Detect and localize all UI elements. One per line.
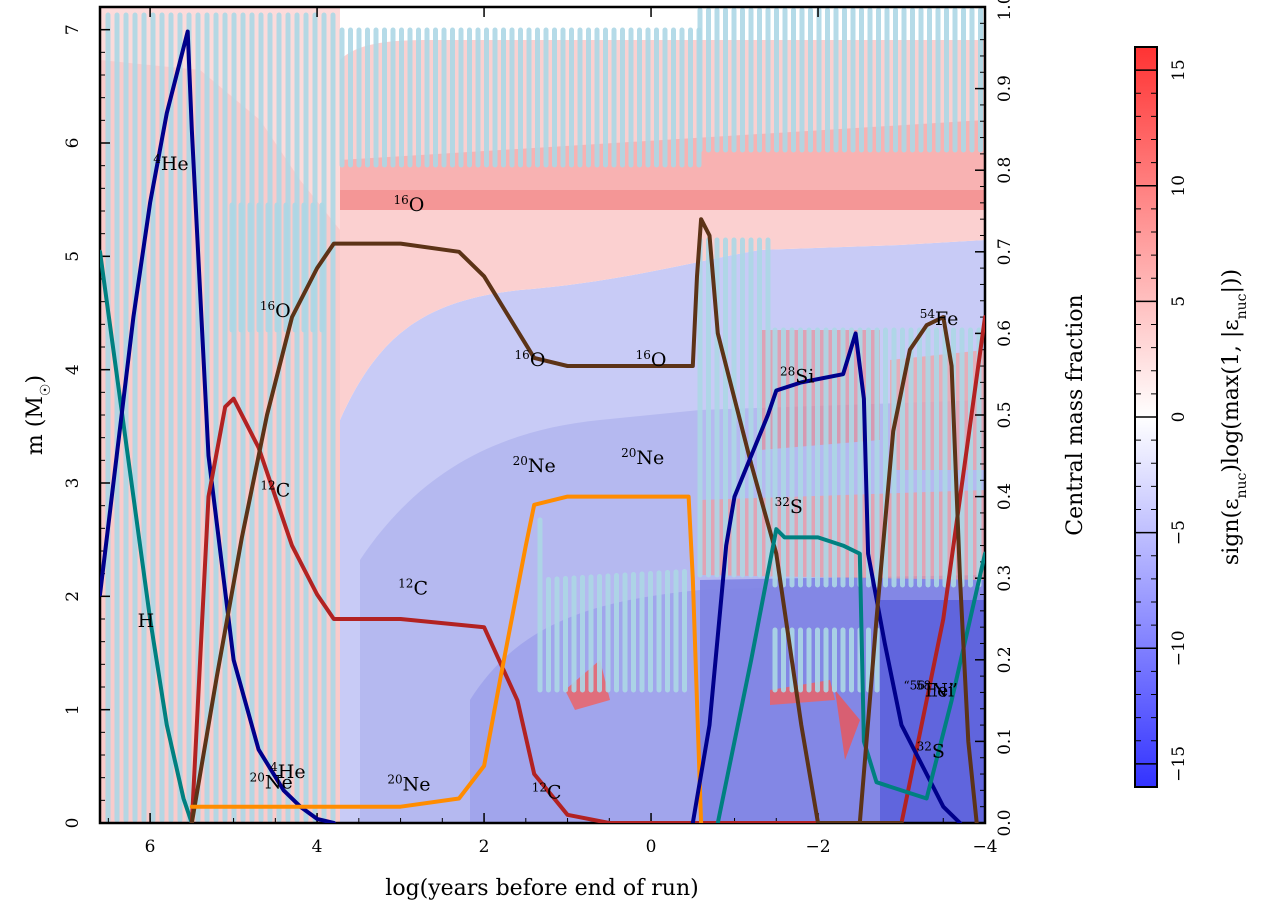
isotope-label: 20Ne (387, 772, 430, 795)
isotope-label: 20Ne (250, 771, 293, 794)
colorbar-tick-label: 5 (1169, 296, 1189, 307)
y-left-tick-label: 4 (63, 364, 83, 375)
y-left-tick-label: 6 (63, 138, 83, 149)
colorbar-tick-label: −10 (1169, 630, 1189, 666)
series-line-ne20 (189, 494, 704, 823)
x-tick-label: 6 (145, 837, 156, 857)
y-right-tick-label: 0.0 (995, 809, 1015, 836)
y-left-tick-label: 3 (63, 478, 83, 489)
x-tick-label: 0 (646, 837, 657, 857)
isotope-label: 4He (153, 152, 188, 175)
colorbar-tick-label: 10 (1169, 175, 1189, 197)
x-tick-label: −2 (805, 837, 830, 857)
series-line-o16 (189, 217, 904, 823)
series-line-si28 (690, 331, 962, 823)
x-axis-ticks: 6 4 2 0 −2 −4 (107, 7, 998, 857)
isotope-label: 28Si (780, 364, 814, 387)
isotope-label: 12C (532, 781, 562, 804)
series-line-fe54 (857, 315, 979, 823)
colorbar-ticks: −15 −10 −5 0 5 10 15 (1135, 46, 1189, 788)
y-right-tick-label: 0.8 (995, 157, 1015, 184)
isotope-label: 54Fe (920, 307, 959, 330)
isotope-label: 4He (270, 760, 305, 783)
x-tick-label: 2 (479, 837, 490, 857)
isotope-label: 58Ni (916, 679, 954, 702)
y-left-tick-label: 1 (63, 704, 83, 715)
isotope-label: 32S (917, 740, 945, 763)
y-right-tick-label: 0.6 (995, 320, 1015, 347)
isotope-label: 32S (775, 495, 803, 518)
isotope-label: 16O (260, 299, 291, 322)
y-left-tick-label: 2 (63, 591, 83, 602)
isotope-label: 16O (636, 348, 667, 371)
isotope-labels: 4He 16O 12C 16O 12C 16O 16O 20Ne 20Ne 20Ne 12C H 4He… (138, 152, 959, 803)
isotope-label: 16O (393, 193, 424, 216)
y-right-tick-label: 0.4 (995, 483, 1015, 510)
colorbar-tick-label: −15 (1169, 746, 1189, 782)
y-right-tick-label: 0.5 (995, 401, 1015, 428)
series-line-c12 (189, 315, 985, 823)
isotope-label: 12C (398, 577, 428, 600)
y-left-tick-label: 7 (63, 24, 83, 35)
y-right-tick-label: 0.2 (995, 646, 1015, 673)
colorbar: −15 −10 −5 0 5 10 15 sign(εnuc)log(max(1, |εnu… (1134, 46, 1250, 788)
y-right-axis-ticks: 0.0 0.1 0.2 0.3 0.4 0.5 0.6 0.7 0.8 0.9 1.0 (975, 0, 1015, 837)
y-right-tick-label: 1.0 (995, 0, 1015, 21)
y-right-tick-label: 0.9 (995, 75, 1015, 102)
abundance-curves (100, 29, 985, 823)
colorbar-tick-label: −5 (1169, 520, 1189, 545)
colorbar-title: sign(εnuc)log(max(1, |εnuc|)) (1219, 269, 1250, 565)
y-left-tick-label: 5 (63, 251, 83, 262)
x-axis-title: log(years before end of run) (385, 876, 698, 901)
y-left-tick-label: 0 (63, 818, 83, 829)
colorbar-tick-label: 0 (1169, 412, 1189, 423)
series-line-he4 (100, 29, 336, 823)
isotope-label: 16O (515, 348, 546, 371)
y-right-tick-label: 0.7 (995, 238, 1015, 265)
series-line-h1 (100, 249, 194, 823)
isotope-label: 12C (260, 479, 290, 502)
y-left-axis-title: m (M☉) (23, 375, 54, 455)
x-tick-label: −4 (972, 837, 997, 857)
isotope-label: H (138, 610, 155, 632)
isotope-label: “56Fe” (903, 679, 958, 702)
colorbar-tick-label: 15 (1169, 59, 1189, 81)
x-tick-label: 4 (312, 837, 323, 857)
y-right-tick-label: 0.1 (995, 728, 1015, 755)
series-line-s32 (715, 527, 985, 823)
y-right-axis-title: Central mass fraction (1063, 294, 1088, 535)
isotope-label: 20Ne (621, 446, 664, 469)
isotope-label: 20Ne (513, 454, 556, 477)
y-right-tick-label: 0.3 (995, 565, 1015, 592)
